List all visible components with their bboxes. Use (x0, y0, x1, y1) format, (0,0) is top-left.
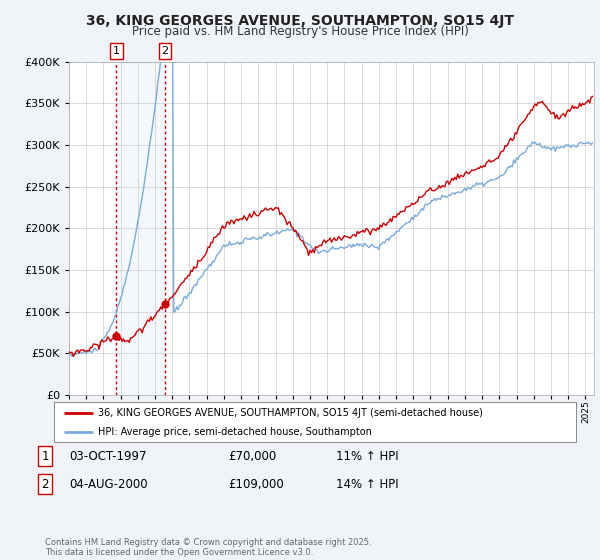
Text: 11% ↑ HPI: 11% ↑ HPI (336, 450, 398, 463)
Text: 36, KING GEORGES AVENUE, SOUTHAMPTON, SO15 4JT: 36, KING GEORGES AVENUE, SOUTHAMPTON, SO… (86, 14, 514, 28)
Text: Contains HM Land Registry data © Crown copyright and database right 2025.
This d: Contains HM Land Registry data © Crown c… (45, 538, 371, 557)
Text: 03-OCT-1997: 03-OCT-1997 (69, 450, 146, 463)
Text: £70,000: £70,000 (228, 450, 276, 463)
Text: 2: 2 (41, 478, 49, 491)
Text: 1: 1 (41, 450, 49, 463)
Text: 36, KING GEORGES AVENUE, SOUTHAMPTON, SO15 4JT (semi-detached house): 36, KING GEORGES AVENUE, SOUTHAMPTON, SO… (98, 408, 483, 418)
Text: 04-AUG-2000: 04-AUG-2000 (69, 478, 148, 491)
Bar (116, 62, 165, 395)
Text: 14% ↑ HPI: 14% ↑ HPI (336, 478, 398, 491)
Text: HPI: Average price, semi-detached house, Southampton: HPI: Average price, semi-detached house,… (98, 427, 372, 436)
Text: 1: 1 (113, 46, 120, 56)
Text: 2: 2 (161, 46, 169, 56)
Text: Price paid vs. HM Land Registry's House Price Index (HPI): Price paid vs. HM Land Registry's House … (131, 25, 469, 38)
Text: £109,000: £109,000 (228, 478, 284, 491)
